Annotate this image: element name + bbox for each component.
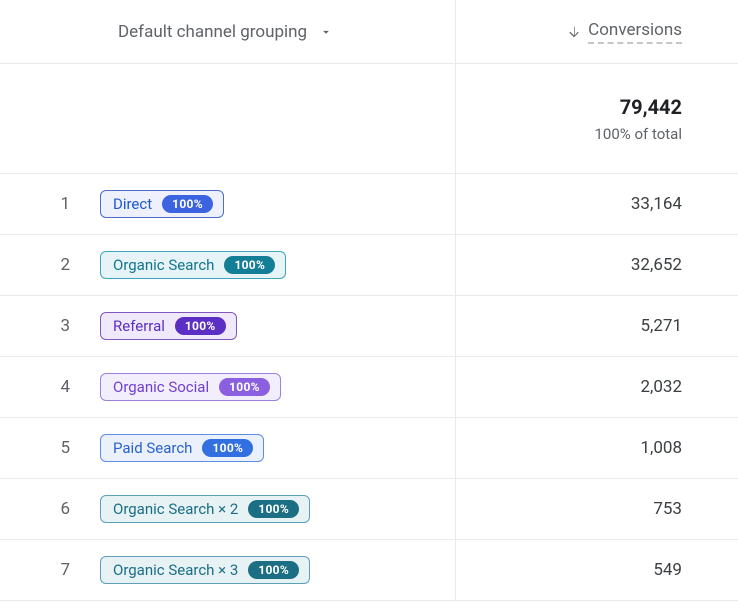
dimension-header[interactable]: Default channel grouping (0, 0, 455, 63)
row-index: 1 (0, 194, 100, 214)
analytics-table: Default channel grouping Conversions 79,… (0, 0, 738, 601)
percent-badge: 100% (248, 561, 299, 579)
row-index: 3 (0, 316, 100, 336)
row-index: 6 (0, 499, 100, 519)
channel-chip[interactable]: Organic Search 100% (100, 251, 286, 279)
percent-badge: 100% (248, 500, 299, 518)
row-metric-value: 2,032 (455, 357, 738, 417)
channel-chip[interactable]: Organic Social 100% (100, 373, 281, 401)
table-row[interactable]: 3 Referral 100% 5,271 (0, 296, 738, 357)
channel-chip-label: Organic Search × 3 (113, 561, 238, 579)
table-row[interactable]: 7 Organic Search × 3 100% 549 (0, 540, 738, 601)
row-dimension-cell: Organic Search × 2 100% (100, 495, 455, 523)
caret-down-icon (319, 25, 333, 39)
row-metric-value: 549 (455, 540, 738, 600)
channel-chip[interactable]: Organic Search × 2 100% (100, 495, 310, 523)
channel-chip[interactable]: Paid Search 100% (100, 434, 264, 462)
percent-badge: 100% (219, 378, 270, 396)
percent-badge: 100% (224, 256, 275, 274)
channel-chip-label: Referral (113, 317, 165, 335)
percent-badge: 100% (202, 439, 253, 457)
row-index: 7 (0, 560, 100, 580)
row-index: 4 (0, 377, 100, 397)
table-row[interactable]: 4 Organic Social 100% 2,032 (0, 357, 738, 418)
row-dimension-cell: Organic Social 100% (100, 373, 455, 401)
totals-row: 79,442 100% of total (0, 64, 738, 174)
row-dimension-cell: Paid Search 100% (100, 434, 455, 462)
totals-cell: 79,442 100% of total (455, 64, 738, 173)
table-row[interactable]: 2 Organic Search 100% 32,652 (0, 235, 738, 296)
percent-badge: 100% (175, 317, 226, 335)
channel-chip[interactable]: Organic Search × 3 100% (100, 556, 310, 584)
row-dimension-cell: Referral 100% (100, 312, 455, 340)
row-dimension-cell: Organic Search × 3 100% (100, 556, 455, 584)
channel-chip-label: Paid Search (113, 439, 192, 457)
percent-badge: 100% (162, 195, 213, 213)
table-row[interactable]: 6 Organic Search × 2 100% 753 (0, 479, 738, 540)
row-index: 2 (0, 255, 100, 275)
channel-chip-label: Organic Search (113, 256, 214, 274)
table-row[interactable]: 1 Direct 100% 33,164 (0, 174, 738, 235)
row-index: 5 (0, 438, 100, 458)
channel-chip[interactable]: Direct 100% (100, 190, 224, 218)
row-metric-value: 32,652 (455, 235, 738, 295)
arrow-down-icon (566, 24, 582, 40)
table-header: Default channel grouping Conversions (0, 0, 738, 64)
metric-label: Conversions (588, 20, 682, 44)
total-subtext: 100% of total (594, 125, 682, 143)
channel-chip-label: Direct (113, 195, 152, 213)
row-metric-value: 753 (455, 479, 738, 539)
row-dimension-cell: Direct 100% (100, 190, 455, 218)
row-metric-value: 33,164 (455, 174, 738, 234)
channel-chip[interactable]: Referral 100% (100, 312, 237, 340)
total-value: 79,442 (620, 95, 682, 119)
metric-header[interactable]: Conversions (455, 0, 738, 63)
channel-chip-label: Organic Social (113, 378, 209, 396)
dimension-label: Default channel grouping (118, 22, 307, 42)
totals-spacer (0, 64, 455, 173)
table-row[interactable]: 5 Paid Search 100% 1,008 (0, 418, 738, 479)
row-metric-value: 1,008 (455, 418, 738, 478)
row-dimension-cell: Organic Search 100% (100, 251, 455, 279)
channel-chip-label: Organic Search × 2 (113, 500, 238, 518)
row-metric-value: 5,271 (455, 296, 738, 356)
table-body: 1 Direct 100% 33,164 2 Organic Search 100% 32,6… (0, 174, 738, 601)
